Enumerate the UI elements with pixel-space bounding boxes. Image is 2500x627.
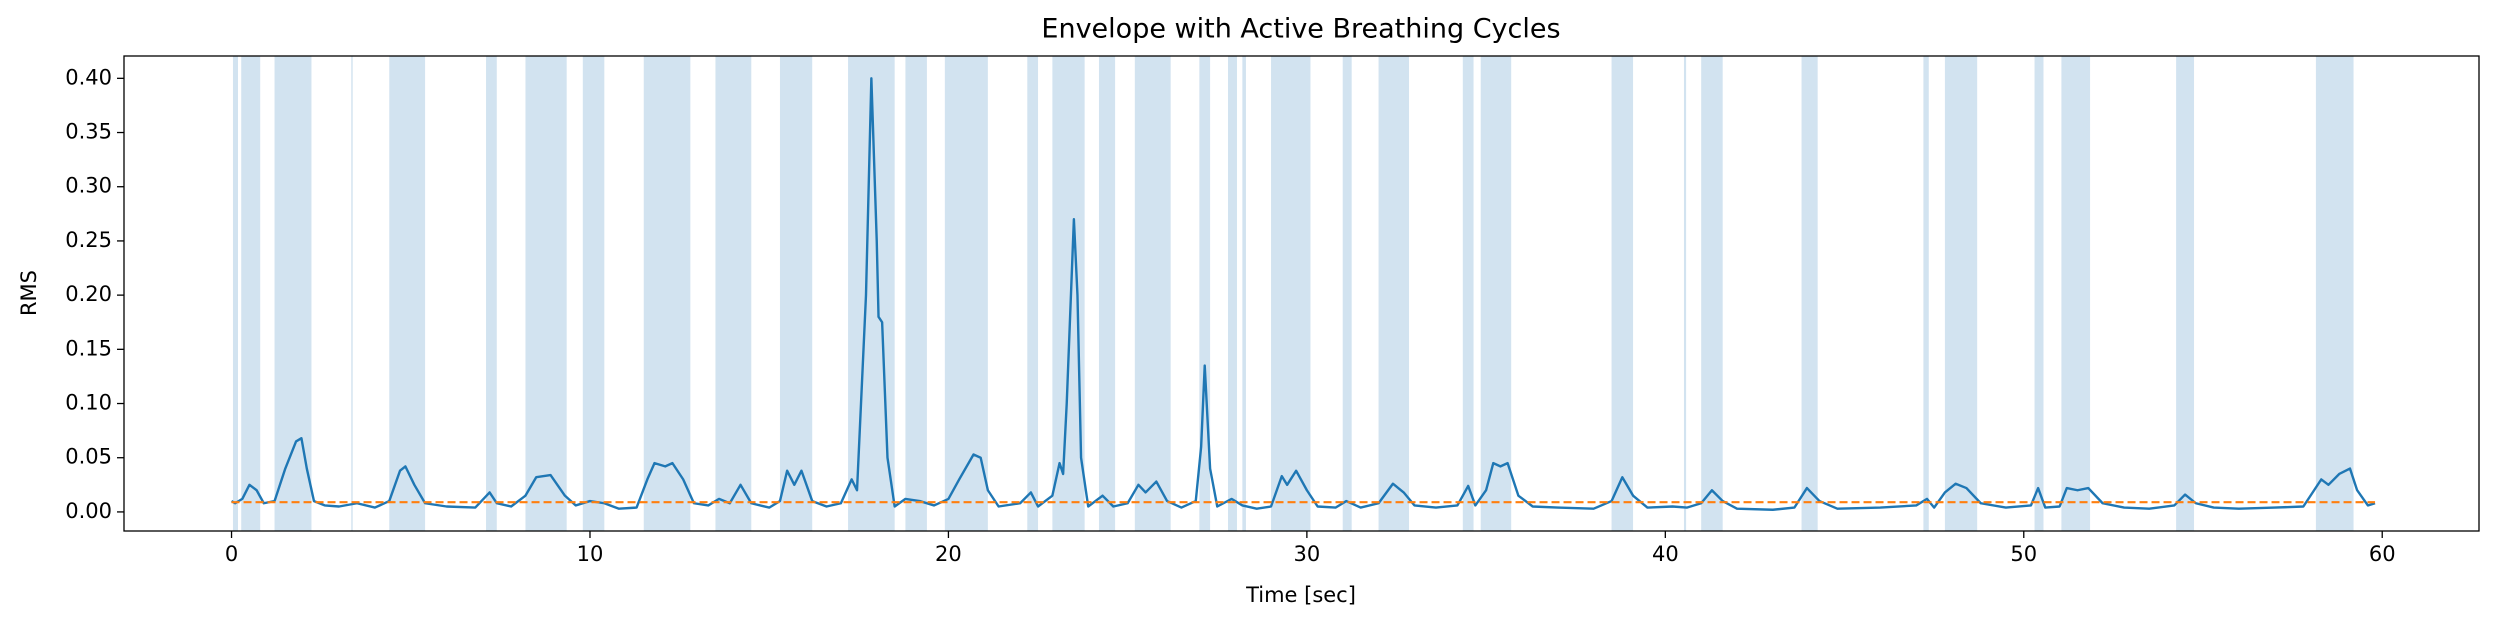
active-cycle-span xyxy=(1342,56,1352,531)
y-tick-label: 0.15 xyxy=(65,336,112,360)
active-cycle-span xyxy=(1271,56,1311,531)
active-cycle-span xyxy=(1242,56,1246,531)
y-tick-label: 0.40 xyxy=(65,65,112,89)
x-tick-label: 30 xyxy=(1294,542,1321,566)
active-cycle-span xyxy=(1199,56,1211,531)
active-cycle-span xyxy=(1462,56,1474,531)
x-axis-label: Time [sec] xyxy=(1245,583,1356,607)
x-tick-label: 50 xyxy=(2010,542,2037,566)
y-tick-label: 0.10 xyxy=(65,391,112,415)
active-cycle-span xyxy=(241,56,261,531)
active-cycle-span xyxy=(1701,56,1723,531)
active-cycle-span xyxy=(1683,56,1687,531)
y-tick-label: 0.00 xyxy=(65,499,112,523)
active-cycle-span xyxy=(944,56,988,531)
active-cycle-span xyxy=(1611,56,1634,531)
active-cycle-span xyxy=(486,56,497,531)
active-cycle-span xyxy=(2176,56,2195,531)
active-cycle-span xyxy=(1801,56,1818,531)
active-cycle-span xyxy=(1923,56,1929,531)
chart-title: Envelope with Active Breathing Cycles xyxy=(1041,14,1560,45)
active-cycle-span xyxy=(1378,56,1410,531)
active-cycle-span xyxy=(1480,56,1512,531)
active-cycle-span xyxy=(715,56,752,531)
x-tick-label: 0 xyxy=(225,542,238,566)
active-cycle-span xyxy=(2061,56,2091,531)
y-axis-label: RMS xyxy=(17,270,41,316)
active-cycle-span xyxy=(2315,56,2354,531)
y-tick-label: 0.05 xyxy=(65,445,112,469)
envelope-line xyxy=(230,77,2376,511)
active-cycle-span xyxy=(582,56,605,531)
x-tick-label: 40 xyxy=(1652,542,1679,566)
x-tick-label: 10 xyxy=(577,542,604,566)
active-cycle-span xyxy=(643,56,691,531)
active-cycle-span xyxy=(389,56,426,531)
axes-frame xyxy=(123,55,2480,532)
active-cycle-span xyxy=(2034,56,2044,531)
y-tick-label: 0.25 xyxy=(65,228,112,252)
active-cycle-span xyxy=(1098,56,1116,531)
active-cycle-span xyxy=(351,56,353,531)
y-tick-label: 0.20 xyxy=(65,282,112,306)
y-tick-label: 0.35 xyxy=(65,120,112,144)
active-cycle-span xyxy=(232,56,238,531)
active-cycle-span xyxy=(905,56,927,531)
active-cycle-span xyxy=(779,56,813,531)
x-tick-label: 60 xyxy=(2369,542,2396,566)
active-cycle-span xyxy=(1134,56,1171,531)
active-cycle-span xyxy=(1944,56,1978,531)
active-cycle-span xyxy=(1027,56,1039,531)
active-cycle-span xyxy=(1228,56,1237,531)
active-cycle-span xyxy=(1052,56,1085,531)
x-tick-label: 20 xyxy=(935,542,962,566)
y-tick-label: 0.30 xyxy=(65,174,112,198)
active-cycle-span xyxy=(525,56,567,531)
